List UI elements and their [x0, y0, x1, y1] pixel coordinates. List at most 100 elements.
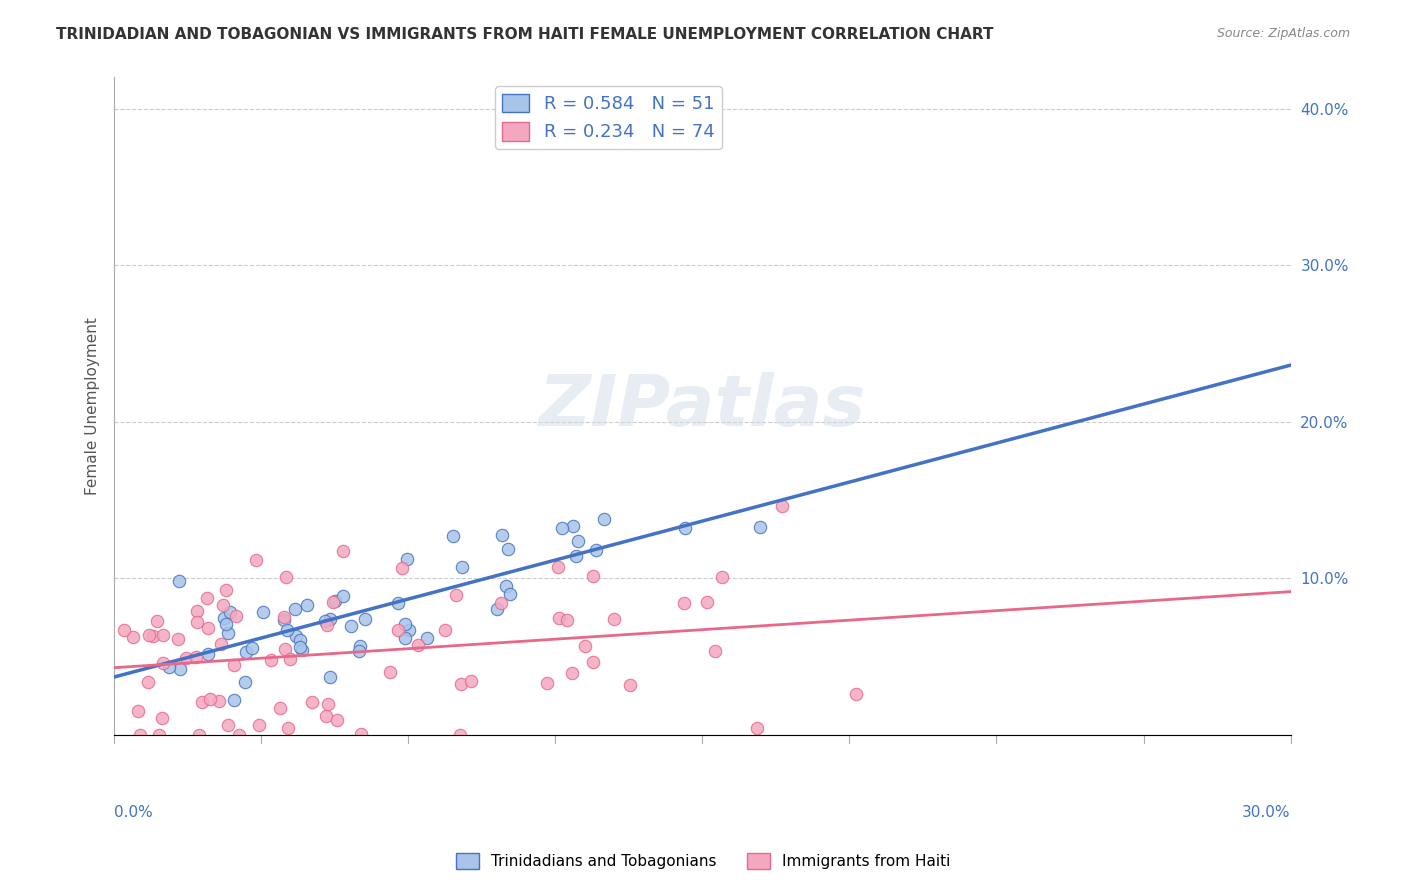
- Point: [142, 629, 165, 643]
- Point: [152, 711, 174, 725]
- Point: [174, 650, 197, 665]
- Point: [214, 611, 236, 625]
- Point: [391, 561, 413, 575]
- Point: [252, 605, 274, 619]
- Point: [444, 588, 467, 602]
- Point: [673, 521, 696, 535]
- Point: [704, 643, 727, 657]
- Point: [217, 626, 239, 640]
- Point: [186, 604, 208, 618]
- Point: [191, 695, 214, 709]
- Point: [138, 628, 160, 642]
- Y-axis label: Female Unemployment: Female Unemployment: [86, 318, 100, 495]
- Point: [387, 596, 409, 610]
- Point: [197, 647, 219, 661]
- Point: [582, 655, 605, 669]
- Point: [433, 624, 456, 638]
- Point: [582, 569, 605, 583]
- Point: [499, 587, 522, 601]
- Point: [672, 596, 695, 610]
- Point: [145, 614, 167, 628]
- Point: [129, 728, 152, 742]
- Text: 0.0%: 0.0%: [114, 805, 153, 821]
- Point: [217, 718, 239, 732]
- Point: [274, 642, 297, 657]
- Point: [451, 559, 474, 574]
- Text: Source: ZipAtlas.com: Source: ZipAtlas.com: [1216, 27, 1350, 40]
- Point: [561, 518, 583, 533]
- Point: [269, 701, 291, 715]
- Legend: R = 0.584   N = 51, R = 0.234   N = 74: R = 0.584 N = 51, R = 0.234 N = 74: [495, 87, 721, 149]
- Point: [460, 674, 482, 689]
- Point: [152, 656, 174, 670]
- Point: [551, 521, 574, 535]
- Point: [228, 728, 250, 742]
- Point: [749, 520, 772, 534]
- Point: [592, 512, 614, 526]
- Point: [350, 727, 373, 741]
- Point: [441, 529, 464, 543]
- Point: [247, 718, 270, 732]
- Point: [301, 695, 323, 709]
- Point: [295, 598, 318, 612]
- Point: [222, 693, 245, 707]
- Point: [396, 552, 419, 566]
- Point: [845, 687, 868, 701]
- Point: [288, 640, 311, 654]
- Point: [169, 662, 191, 676]
- Point: [353, 612, 375, 626]
- Point: [316, 698, 339, 712]
- Point: [415, 631, 437, 645]
- Point: [555, 613, 578, 627]
- Point: [770, 499, 793, 513]
- Point: [197, 621, 219, 635]
- Point: [387, 624, 409, 638]
- Point: [273, 610, 295, 624]
- Point: [349, 639, 371, 653]
- Point: [291, 643, 314, 657]
- Point: [127, 704, 149, 718]
- Point: [169, 574, 191, 588]
- Point: [235, 645, 257, 659]
- Point: [567, 533, 589, 548]
- Point: [498, 542, 520, 557]
- Point: [198, 691, 221, 706]
- Point: [285, 629, 308, 643]
- Point: [547, 560, 569, 574]
- Point: [319, 669, 342, 683]
- Point: [450, 677, 472, 691]
- Point: [186, 649, 208, 664]
- Point: [449, 728, 471, 742]
- Point: [485, 602, 508, 616]
- Point: [136, 675, 159, 690]
- Point: [316, 618, 339, 632]
- Point: [332, 544, 354, 558]
- Point: [495, 579, 517, 593]
- Point: [696, 595, 718, 609]
- Point: [565, 549, 588, 563]
- Point: [225, 608, 247, 623]
- Point: [314, 615, 336, 629]
- Point: [152, 628, 174, 642]
- Point: [207, 693, 229, 707]
- Point: [398, 623, 420, 637]
- Point: [585, 543, 607, 558]
- Point: [603, 612, 626, 626]
- Point: [332, 589, 354, 603]
- Point: [322, 595, 344, 609]
- Point: [406, 638, 429, 652]
- Point: [619, 678, 641, 692]
- Point: [259, 653, 281, 667]
- Legend: Trinidadians and Tobagonians, Immigrants from Haiti: Trinidadians and Tobagonians, Immigrants…: [450, 847, 956, 875]
- Point: [745, 721, 768, 735]
- Point: [315, 709, 337, 723]
- Point: [277, 722, 299, 736]
- Point: [278, 651, 301, 665]
- Text: TRINIDADIAN AND TOBAGONIAN VS IMMIGRANTS FROM HAITI FEMALE UNEMPLOYMENT CORRELAT: TRINIDADIAN AND TOBAGONIAN VS IMMIGRANTS…: [56, 27, 994, 42]
- Point: [112, 623, 135, 637]
- Point: [222, 658, 245, 673]
- Point: [209, 637, 232, 651]
- Point: [340, 619, 363, 633]
- Text: 30.0%: 30.0%: [1241, 805, 1291, 821]
- Point: [186, 615, 208, 630]
